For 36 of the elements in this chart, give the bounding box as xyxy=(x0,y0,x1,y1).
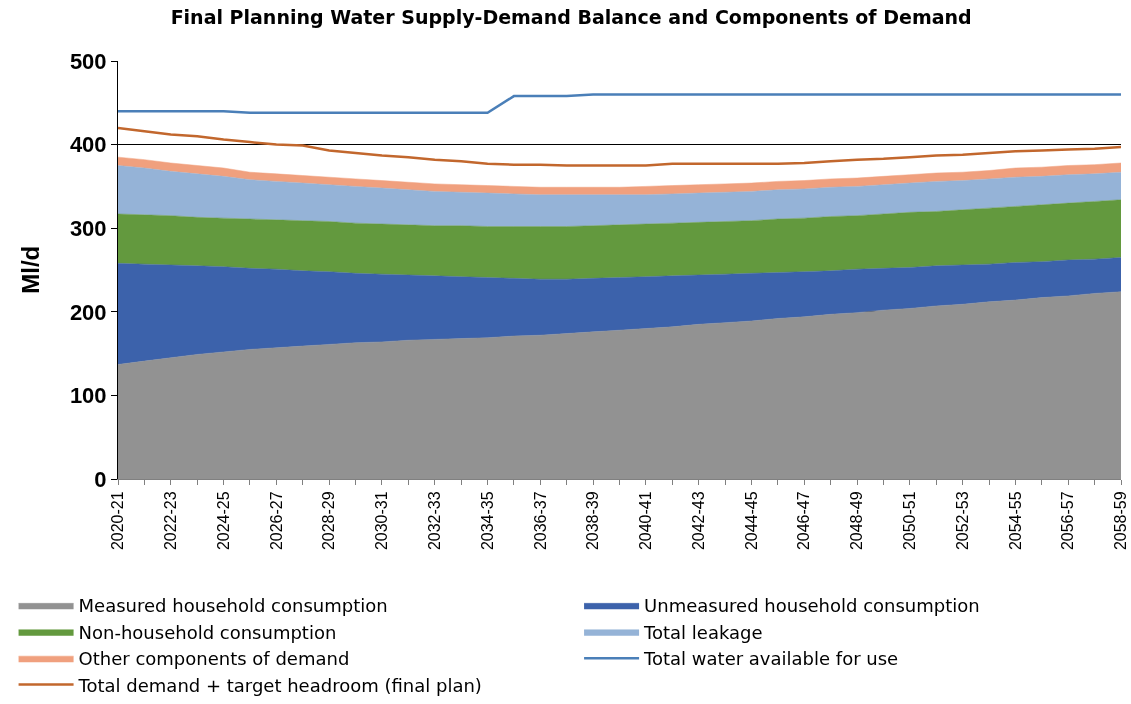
x-tick-label: 2048-49 xyxy=(848,491,866,551)
line-series xyxy=(118,93,1121,115)
x-tick-label: 2046-47 xyxy=(795,491,813,551)
x-tick-label: 2026-27 xyxy=(267,491,285,551)
x-tick-label: 2036-37 xyxy=(531,491,549,551)
x-tick-label: 2044-45 xyxy=(742,491,760,551)
x-tick-label: 2040-41 xyxy=(637,491,655,551)
x-tick-label: 2058-59 xyxy=(1112,491,1130,551)
legend-label: Other components of demand xyxy=(78,648,350,670)
x-tick-label: 2020-21 xyxy=(109,491,127,551)
x-tick-label: 2022-23 xyxy=(161,491,179,551)
legend-label: Non-household consumption xyxy=(78,621,337,643)
y-tick-label: 0 xyxy=(94,466,107,492)
x-tick-label: 2042-43 xyxy=(689,491,707,551)
legend-label: Total demand + target headroom (final plan) xyxy=(77,674,482,696)
x-tick-label: 2056-57 xyxy=(1059,491,1077,551)
x-tick-label: 2028-29 xyxy=(320,491,338,551)
x-tick-label: 2024-25 xyxy=(214,491,232,551)
x-tick-label: 2032-33 xyxy=(425,491,443,551)
legend-label: Unmeasured household consumption xyxy=(644,595,980,617)
x-tick-label: 2038-39 xyxy=(584,491,602,551)
y-tick-label: 300 xyxy=(69,215,107,241)
x-tick-label: 2030-31 xyxy=(373,491,391,551)
x-tick-label: 2034-35 xyxy=(478,491,496,551)
y-axis-title: Ml/d xyxy=(16,245,44,294)
x-tick-label: 2052-53 xyxy=(953,491,971,551)
chart-title: Final Planning Water Supply-Demand Balance and Components of Demand xyxy=(170,5,972,28)
x-tick-label: 2054-55 xyxy=(1006,491,1024,551)
x-tick-label: 2050-51 xyxy=(901,491,919,551)
y-tick-label: 200 xyxy=(69,299,107,325)
y-tick-label: 500 xyxy=(69,48,107,74)
legend-label: Total water available for use xyxy=(643,648,899,670)
y-tick-label: 400 xyxy=(69,132,107,158)
legend-label: Measured household consumption xyxy=(78,595,388,617)
legend-label: Total leakage xyxy=(643,621,763,643)
y-tick-label: 100 xyxy=(69,383,107,409)
